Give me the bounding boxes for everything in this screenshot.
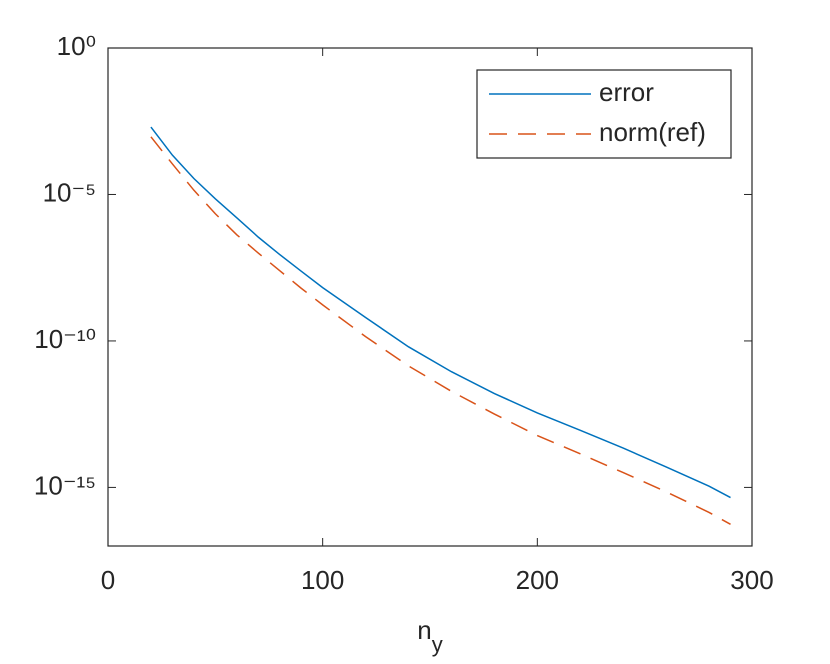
data-line	[150, 136, 731, 525]
x-axis-label: ny	[417, 615, 442, 657]
legend-label: error	[599, 77, 654, 107]
legend-box	[476, 69, 732, 159]
y-tick-label: 10⁰	[57, 31, 96, 61]
data-line	[150, 126, 731, 499]
y-tick-label: 10⁻¹⁵	[34, 470, 96, 500]
x-label-sub: y	[432, 632, 443, 657]
x-tick-label: 200	[516, 565, 559, 595]
legend-label: norm(ref)	[599, 117, 706, 147]
x-tick-label: 300	[730, 565, 773, 595]
y-tick-label: 10⁻¹⁰	[34, 324, 96, 354]
x-tick-label: 100	[301, 565, 344, 595]
y-tick-label: 10⁻⁵	[43, 177, 96, 207]
x-label-base: n	[417, 615, 431, 645]
x-tick-label: 0	[101, 565, 115, 595]
